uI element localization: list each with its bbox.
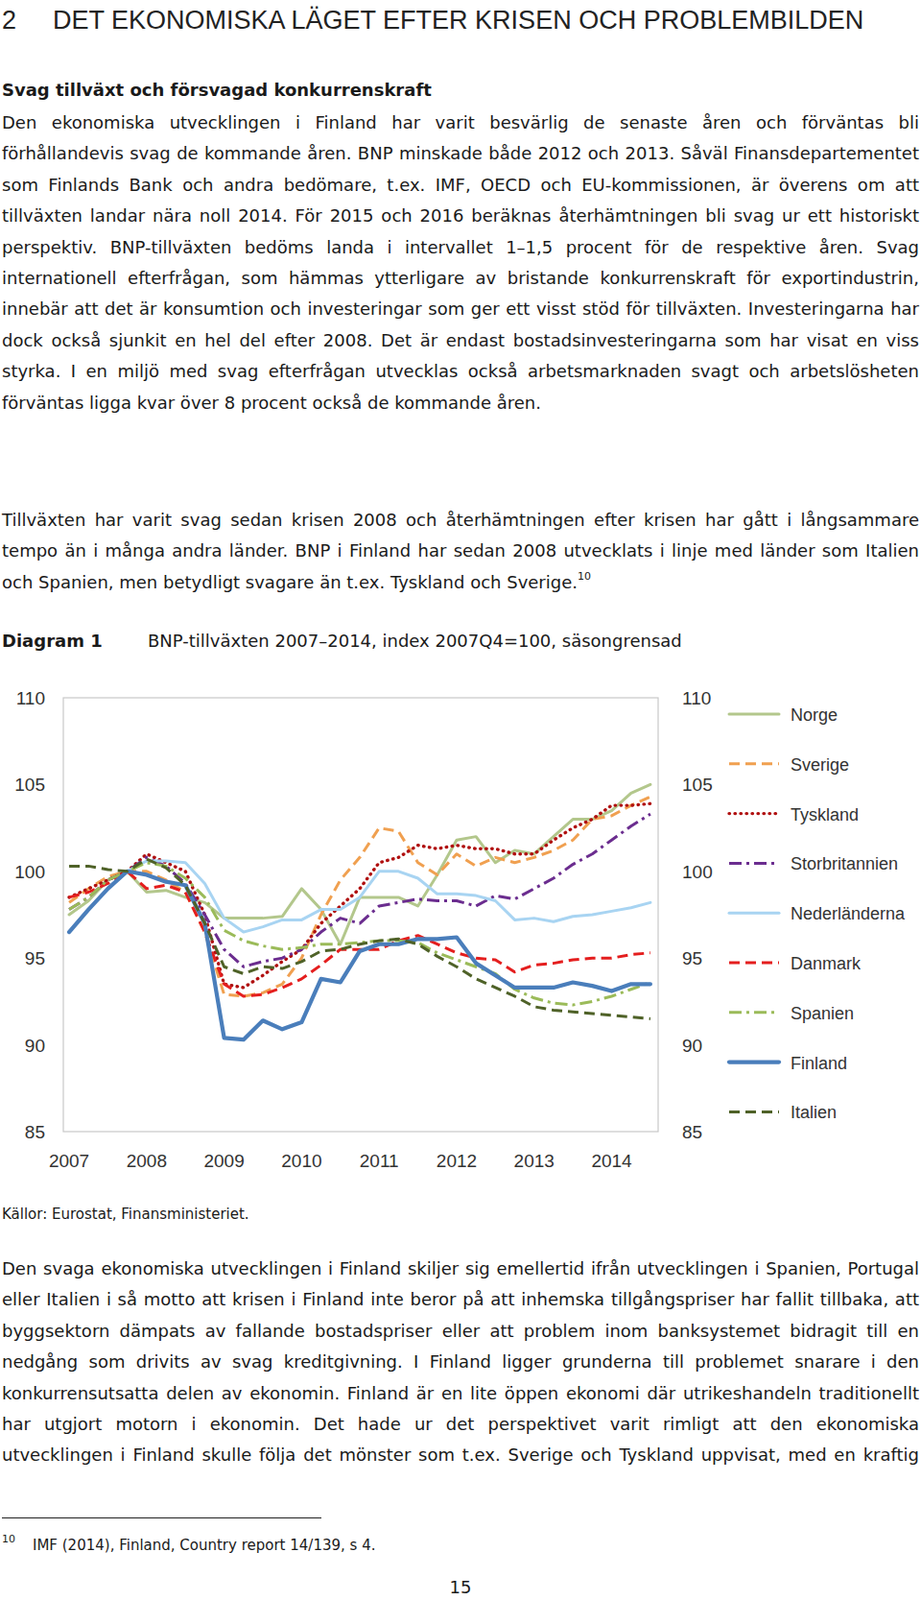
paragraph-text: Tillväxten har varit svag sedan krisen 2…	[1, 509, 920, 592]
legend-label: Storbritannien	[790, 853, 898, 874]
x-tick-label: 2012	[436, 1150, 477, 1171]
y2-tick-label: 95	[682, 947, 703, 969]
legend-swatch	[729, 811, 780, 815]
x-tick-label: 2009	[203, 1150, 244, 1171]
legend-swatch	[729, 861, 780, 865]
x-tick-label: 2013	[514, 1150, 555, 1171]
legend-swatch	[729, 911, 780, 915]
y2-tick-label: 105	[682, 774, 713, 795]
legend-swatch	[729, 961, 780, 965]
legend-label: Italien	[790, 1102, 837, 1122]
series-group	[69, 783, 651, 1040]
heading-number: 2	[1, 1, 53, 39]
chart: 85 90 95 100 105 110 85 90 95 100 105 110 2007 2008 20…	[0, 0, 921, 1600]
legend-label: Nederländerna	[790, 903, 906, 923]
heading: 2DET EKONOMISKA LÄGET EFTER KRISEN OCH P…	[1, 1, 920, 39]
page-number: 15	[412, 1575, 509, 1599]
source: Källor: Eurostat, Finansministeriet.	[1, 1203, 250, 1225]
y-tick-label: 90	[24, 1035, 46, 1056]
series-line	[69, 871, 651, 996]
legend-label: Spanien	[790, 1003, 854, 1023]
series-line	[69, 802, 651, 988]
legend-swatch	[729, 1010, 780, 1014]
legend-label: Finland	[790, 1053, 848, 1073]
y-tick-label: 85	[24, 1121, 46, 1142]
x-tick-label: 2010	[281, 1150, 322, 1171]
paragraph: Tillväxten har varit svag sedan krisen 2…	[1, 504, 920, 598]
legend-label: Danmark	[790, 953, 862, 973]
subheading: Svag tillväxt och försvagad konkurrenskr…	[1, 76, 432, 104]
paragraph: Den ekonomiska utvecklingen i Finland ha…	[1, 107, 920, 419]
footnote: 10IMF (2014), Finland, Country report 14…	[1, 1528, 376, 1556]
legend-swatch	[729, 712, 780, 716]
footnote-text: IMF (2014), Finland, Country report 14/1…	[32, 1535, 376, 1554]
y-tick-label: 110	[16, 687, 46, 709]
y-tick-label: 105	[14, 774, 46, 795]
diagram-caption: Diagram 1BNP-tillväxten 2007–2014, index…	[1, 627, 683, 655]
legend-swatch	[729, 1059, 780, 1063]
y-tick-label: 95	[24, 947, 46, 969]
footnote-number: 10	[1, 1528, 33, 1550]
diagram-label: Diagram 1	[1, 627, 148, 655]
footnote-ref: 10	[577, 569, 591, 583]
x-tick-label: 2011	[359, 1150, 400, 1171]
x-tick-label: 2007	[48, 1150, 90, 1171]
y2-tick-label: 100	[682, 861, 713, 882]
series-line	[69, 860, 651, 932]
heading-text: DET EKONOMISKA LÄGET EFTER KRISEN OCH PR…	[52, 5, 864, 35]
footnote-rule	[1, 1516, 322, 1518]
paragraph-text: Den svaga ekonomiska utvecklingen i Finl…	[1, 1257, 920, 1465]
paragraph: Den svaga ekonomiska utvecklingen i Finl…	[1, 1252, 920, 1471]
y-tick-label: 100	[14, 861, 46, 882]
legend-label: Norge	[790, 705, 838, 725]
y2-tick-label: 90	[682, 1035, 703, 1056]
series-line	[69, 871, 651, 1040]
y2-tick-label: 85	[682, 1121, 703, 1142]
y2-tick-label: 110	[682, 687, 711, 709]
chart-title: BNP-tillväxten 2007–2014, index 2007Q4=1…	[147, 630, 683, 651]
series-line	[69, 796, 651, 996]
series-line	[69, 858, 651, 1018]
legend-label: Sverige	[790, 755, 850, 775]
plot-frame	[63, 697, 659, 1132]
paragraph-text: Den ekonomiska utvecklingen i Finland ha…	[1, 112, 920, 413]
legend-swatch	[729, 761, 780, 765]
legend-label: Tyskland	[790, 804, 859, 825]
x-tick-label: 2008	[126, 1150, 167, 1171]
x-tick-label: 2014	[590, 1150, 633, 1171]
legend-swatch	[729, 1109, 780, 1113]
